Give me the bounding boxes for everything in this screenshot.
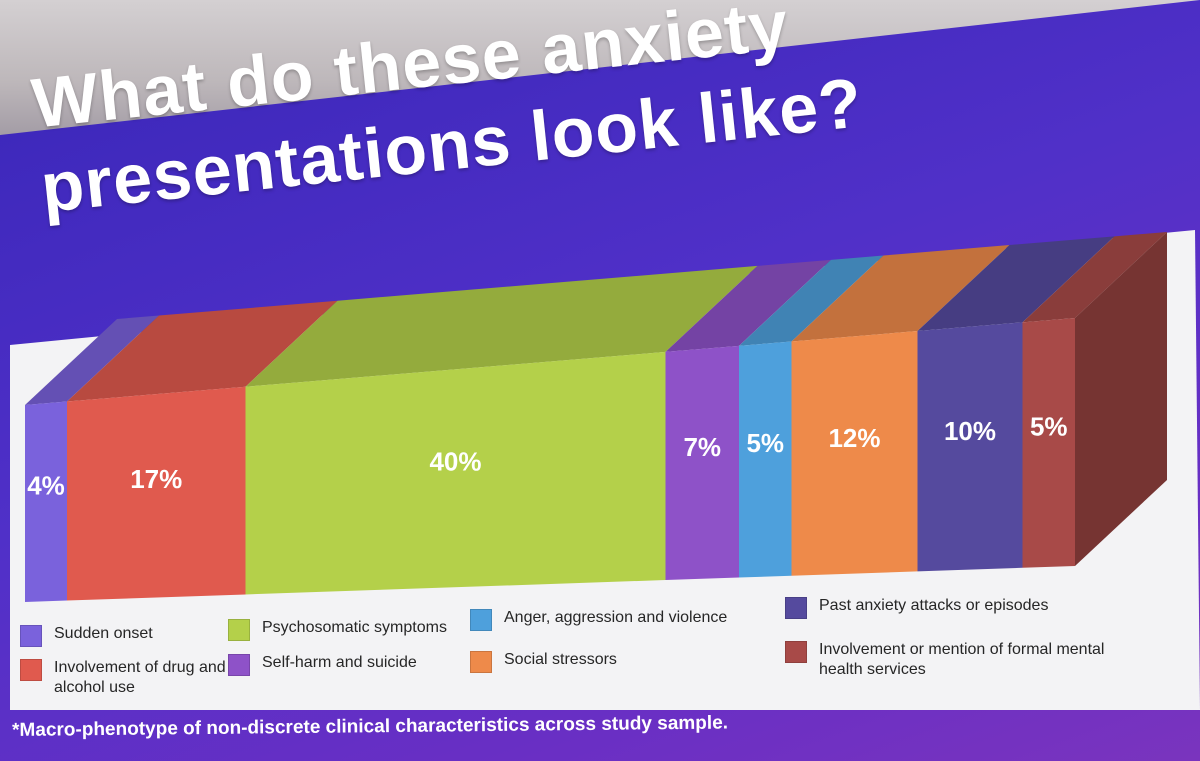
- bar-segment-top-face: [917, 236, 1115, 332]
- data-label: 4%: [27, 470, 65, 500]
- data-label: 7%: [683, 432, 721, 462]
- bar-segment-top-face: [1022, 232, 1167, 323]
- bar-segment-top-face: [25, 315, 159, 405]
- bar-segment-top-face: [67, 300, 338, 402]
- data-label: 5%: [746, 428, 784, 458]
- bar-segment-top-face: [665, 259, 831, 352]
- data-label: 12%: [828, 423, 880, 453]
- data-label: 40%: [429, 446, 481, 476]
- bar-segment: [917, 322, 1023, 572]
- bar-segment: [791, 331, 918, 576]
- data-label: 17%: [130, 464, 182, 494]
- bar-segment: [1022, 318, 1075, 568]
- data-label: 5%: [1030, 412, 1068, 442]
- bar-segment: [25, 401, 67, 602]
- bar-segment: [665, 345, 739, 581]
- bar-segment-top-face: [739, 255, 884, 346]
- bar-segment: [739, 341, 792, 578]
- data-label: 10%: [944, 416, 996, 446]
- bar-segment: [245, 351, 666, 595]
- bar-segment: [67, 386, 246, 601]
- bar-segment-top-face: [791, 245, 1010, 342]
- bar-end-face: [1075, 232, 1167, 566]
- bar-segment-top-face: [245, 265, 758, 387]
